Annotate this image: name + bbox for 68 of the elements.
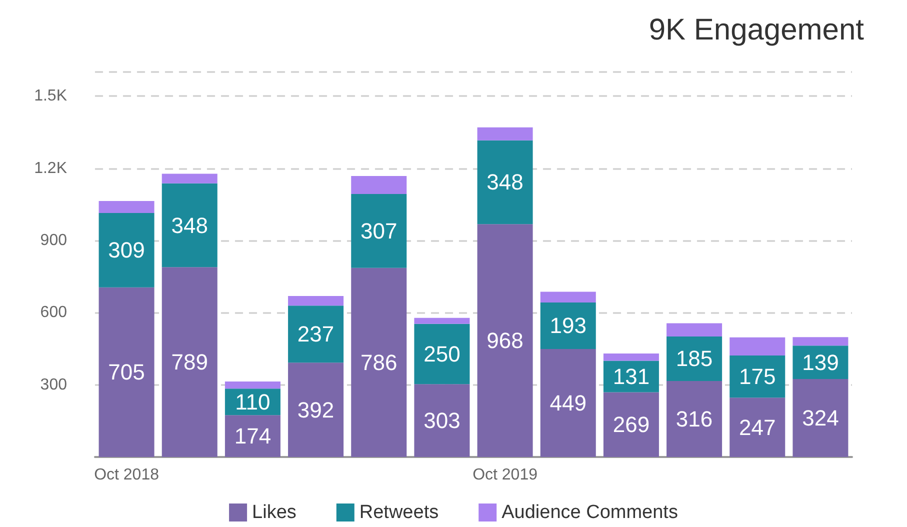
bar bbox=[288, 296, 344, 306]
y-tick-label: 300 bbox=[40, 376, 68, 394]
bar bbox=[792, 379, 848, 457]
bar bbox=[730, 337, 786, 356]
bar bbox=[288, 362, 344, 457]
data-label: 786 bbox=[360, 350, 398, 375]
data-label: 303 bbox=[424, 408, 460, 434]
bar bbox=[414, 318, 470, 324]
data-label: 968 bbox=[486, 328, 524, 354]
bar bbox=[666, 380, 722, 457]
data-label: 324 bbox=[802, 406, 839, 431]
bar bbox=[162, 174, 218, 184]
data-label: 237 bbox=[297, 322, 334, 347]
bar bbox=[540, 292, 596, 303]
data-label: 174 bbox=[234, 424, 272, 449]
data-label: 705 bbox=[108, 360, 145, 385]
data-label: 449 bbox=[550, 390, 586, 416]
bar bbox=[603, 392, 659, 457]
bar bbox=[666, 323, 722, 336]
bar bbox=[730, 398, 786, 457]
data-label: 110 bbox=[235, 389, 270, 414]
y-tick-label: 900 bbox=[40, 232, 68, 249]
data-label: 185 bbox=[676, 346, 713, 372]
legend-label: Likes bbox=[252, 502, 296, 523]
data-label: 250 bbox=[424, 342, 460, 367]
bar bbox=[792, 337, 848, 346]
data-label: 392 bbox=[297, 397, 334, 422]
bar bbox=[540, 348, 596, 457]
bar bbox=[477, 224, 533, 457]
data-label: 789 bbox=[171, 350, 208, 375]
bar bbox=[162, 267, 218, 457]
bar bbox=[98, 200, 154, 214]
bar bbox=[414, 324, 470, 384]
bar bbox=[351, 194, 407, 268]
y-tick-label: 1.2K bbox=[34, 160, 68, 177]
data-label: 307 bbox=[360, 218, 398, 244]
x-tick-label: Oct 2018 bbox=[94, 466, 160, 484]
bar bbox=[288, 306, 344, 363]
data-label: 139 bbox=[802, 350, 839, 375]
y-tick-label: 1.5K bbox=[34, 88, 68, 105]
bar bbox=[477, 127, 533, 140]
y-tick-label: 600 bbox=[40, 304, 68, 322]
bar bbox=[477, 140, 533, 224]
data-label: 175 bbox=[739, 364, 776, 390]
bar bbox=[730, 355, 786, 398]
chart-title: 9K Engagement bbox=[648, 14, 865, 46]
bar bbox=[98, 213, 154, 288]
data-label: 247 bbox=[739, 414, 776, 440]
data-label: 269 bbox=[612, 412, 650, 438]
data-label: 131 bbox=[612, 364, 650, 390]
bar bbox=[224, 381, 280, 389]
data-label: 316 bbox=[676, 406, 713, 432]
legend-label: Retweets bbox=[359, 502, 439, 523]
bar bbox=[98, 287, 154, 457]
x-tick-label: Oct 2019 bbox=[472, 466, 538, 484]
bar bbox=[351, 176, 407, 194]
bar bbox=[162, 183, 218, 268]
bar bbox=[540, 302, 596, 349]
legend-label: Audience Comments bbox=[502, 502, 678, 523]
data-label: 348 bbox=[171, 212, 208, 238]
bar bbox=[351, 268, 407, 457]
data-label: 193 bbox=[550, 313, 586, 338]
bar bbox=[603, 354, 659, 361]
data-label: 309 bbox=[108, 238, 145, 263]
bar bbox=[224, 415, 280, 457]
bar bbox=[414, 384, 470, 457]
data-label: 348 bbox=[486, 170, 524, 195]
bar bbox=[666, 336, 722, 381]
